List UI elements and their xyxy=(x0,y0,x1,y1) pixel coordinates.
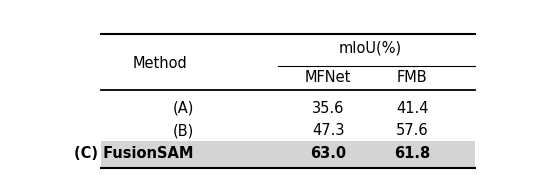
Text: FMB: FMB xyxy=(397,70,428,85)
Text: 41.4: 41.4 xyxy=(396,101,428,115)
Text: mIoU(%): mIoU(%) xyxy=(339,41,402,56)
FancyBboxPatch shape xyxy=(101,142,475,168)
Text: 57.6: 57.6 xyxy=(396,123,429,138)
Text: (C) FusionSAM: (C) FusionSAM xyxy=(74,146,194,161)
Text: 63.0: 63.0 xyxy=(310,146,346,161)
Text: 47.3: 47.3 xyxy=(312,123,344,138)
Text: Method: Method xyxy=(133,56,188,71)
Text: 61.8: 61.8 xyxy=(394,146,430,161)
Text: (A): (A) xyxy=(172,101,194,115)
Text: (B): (B) xyxy=(172,123,194,138)
Text: 35.6: 35.6 xyxy=(312,101,344,115)
Text: MFNet: MFNet xyxy=(305,70,351,85)
